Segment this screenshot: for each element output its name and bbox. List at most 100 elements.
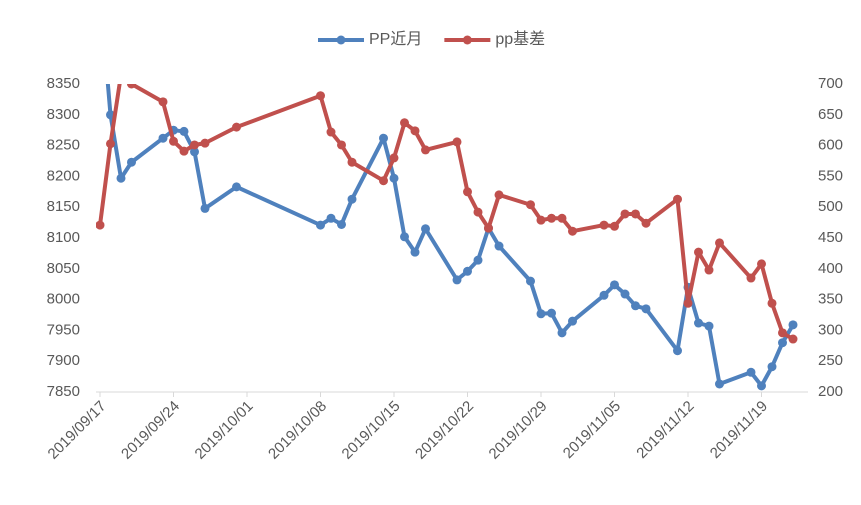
x-tick-label: 2019/10/22	[412, 398, 477, 463]
data-point	[200, 138, 210, 148]
data-point	[778, 328, 787, 338]
data-point	[673, 194, 682, 204]
data-point	[757, 381, 766, 391]
data-point	[631, 209, 640, 219]
data-point	[463, 266, 472, 276]
y-tick-label: 7850	[47, 383, 80, 400]
data-point	[704, 265, 714, 275]
y-tick-label: 8200	[47, 167, 80, 184]
data-point	[631, 301, 640, 311]
data-point	[557, 213, 567, 223]
data-point	[746, 273, 756, 283]
y-tick-label: 7950	[47, 321, 80, 338]
data-point	[494, 190, 504, 200]
data-point	[473, 207, 483, 217]
data-point	[232, 122, 241, 132]
data-point	[463, 187, 472, 197]
data-point	[316, 91, 325, 101]
data-point	[526, 276, 535, 286]
plot-area	[96, 70, 798, 391]
data-point	[127, 84, 136, 89]
data-point	[127, 157, 136, 167]
data-point	[715, 238, 724, 248]
data-point	[421, 145, 430, 155]
data-point	[169, 136, 178, 146]
x-tick-label: 2019/09/17	[45, 398, 110, 463]
data-point	[337, 140, 346, 150]
data-point	[190, 147, 199, 157]
data-point	[116, 173, 126, 183]
data-point	[190, 140, 199, 150]
series-line	[105, 84, 795, 388]
y2-tick-label: 200	[818, 383, 843, 400]
y-tick-label: 8100	[47, 229, 80, 246]
data-point	[400, 118, 409, 128]
y-tick-label: 8350	[47, 75, 80, 92]
data-point	[536, 309, 546, 319]
data-point	[757, 259, 766, 269]
data-point	[599, 220, 609, 230]
data-point	[788, 334, 798, 344]
data-point	[337, 219, 346, 229]
data-point	[620, 209, 630, 219]
y2-tick-label: 400	[818, 260, 843, 277]
x-tick-label: 2019/10/08	[265, 398, 330, 463]
data-point	[526, 200, 535, 210]
data-point	[557, 328, 567, 338]
y-tick-label: 8000	[47, 291, 80, 308]
data-point	[410, 126, 420, 136]
legend: PP近月 pp基差	[318, 30, 545, 48]
data-point	[767, 298, 777, 308]
data-point	[400, 232, 409, 242]
data-point	[715, 379, 724, 389]
data-point	[410, 247, 420, 257]
data-point	[610, 221, 619, 231]
y2-tick-label: 450	[818, 229, 843, 246]
data-point	[389, 153, 399, 163]
y2-tick-label: 250	[818, 352, 843, 369]
data-point	[347, 194, 357, 204]
data-point	[568, 316, 577, 326]
data-point	[599, 290, 609, 300]
data-point	[179, 126, 189, 136]
data-point	[452, 137, 462, 147]
data-point	[673, 346, 682, 356]
data-point	[788, 320, 798, 330]
y-tick-label: 8150	[47, 198, 80, 215]
data-point	[106, 139, 115, 149]
data-point	[117, 70, 126, 79]
data-point	[694, 318, 703, 328]
y2-tick-label: 500	[818, 198, 843, 215]
data-point	[96, 220, 105, 230]
y-tick-label: 8250	[47, 137, 80, 154]
data-point	[326, 127, 336, 137]
legend-label: pp基差	[495, 30, 545, 48]
data-point	[536, 215, 546, 225]
data-point	[683, 298, 693, 308]
data-point	[389, 173, 399, 183]
data-point	[473, 255, 483, 265]
data-point	[379, 133, 388, 143]
y2-tick-label: 650	[818, 106, 843, 123]
y-tick-label: 7900	[47, 352, 80, 369]
data-point	[316, 220, 325, 230]
data-point	[200, 203, 210, 213]
data-point	[620, 289, 630, 299]
data-point	[778, 338, 787, 348]
y2-tick-label: 300	[818, 321, 843, 338]
legend-label: PP近月	[369, 30, 422, 48]
y-tick-label: 8050	[47, 260, 80, 277]
data-point	[347, 157, 357, 167]
y2-tick-label: 350	[818, 291, 843, 308]
data-point	[746, 367, 756, 377]
x-tick-label: 2019/10/01	[192, 398, 257, 463]
data-point	[694, 247, 703, 257]
data-point	[179, 146, 189, 156]
data-point	[704, 321, 714, 331]
data-point	[547, 213, 556, 223]
data-point	[452, 275, 462, 285]
data-point	[421, 224, 430, 234]
y2-tick-label: 600	[818, 137, 843, 154]
data-point	[610, 280, 619, 290]
